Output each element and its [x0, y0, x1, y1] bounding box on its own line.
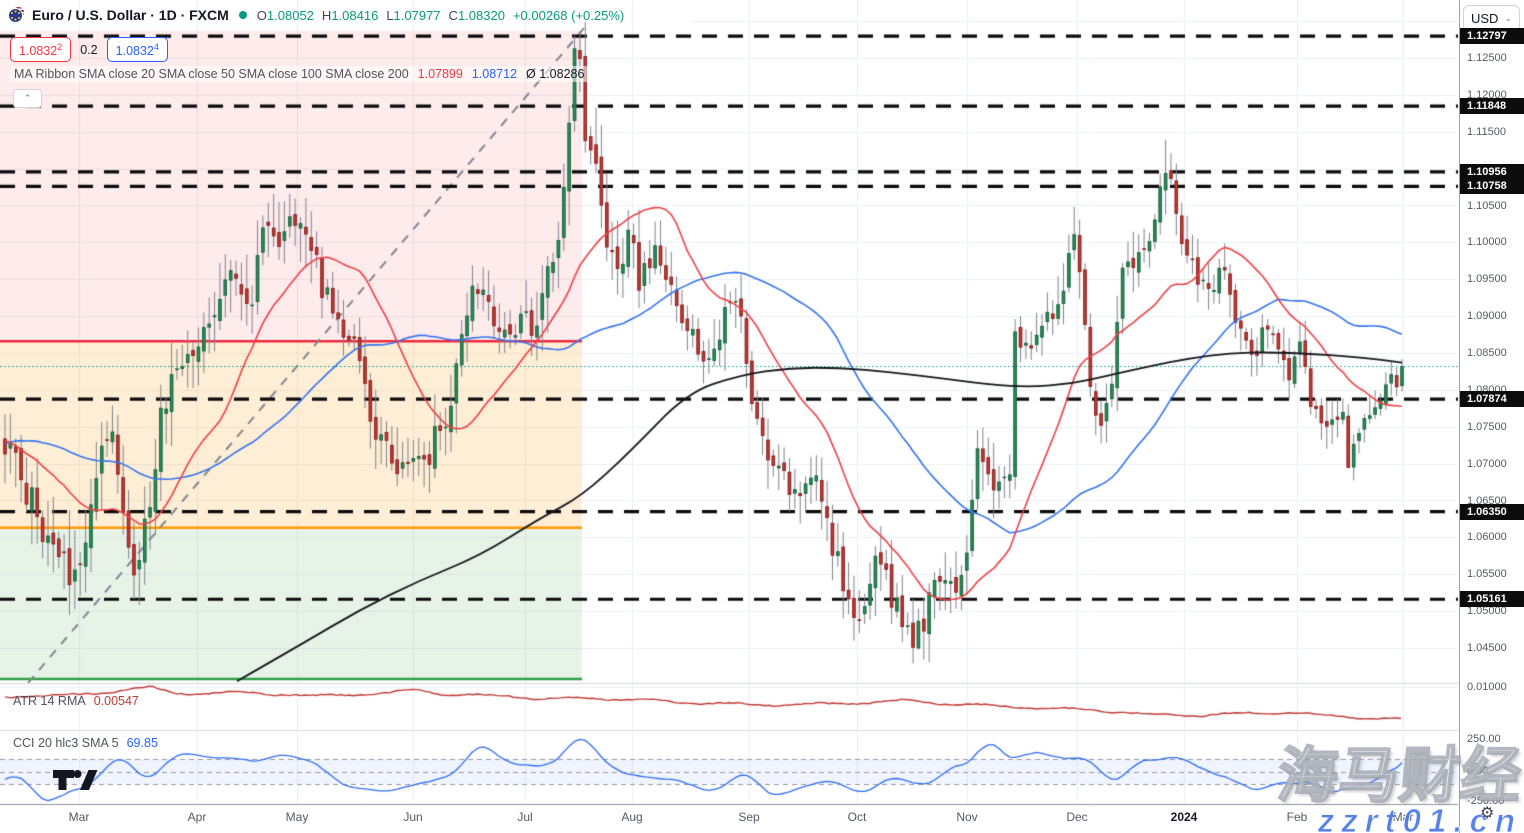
price-tick-label: 1.08500: [1467, 347, 1507, 359]
atr-legend[interactable]: ATR 14 RMA 0.00547: [13, 694, 139, 708]
time-axis-label: Feb: [1286, 810, 1308, 824]
axis-settings-gear-icon[interactable]: ⚙: [1480, 805, 1495, 822]
time-axis-label: Aug: [621, 810, 643, 824]
price-tick-label: 1.06500: [1467, 494, 1507, 507]
price-level-badge: 1.05161: [1460, 591, 1524, 608]
cci-value: 69.85: [126, 736, 158, 750]
time-axis-label: Mar: [1392, 810, 1414, 824]
time-axis-label: Sep: [738, 810, 760, 824]
atr-label: ATR 14 RMA: [13, 694, 86, 708]
price-tick-label: 1.05000: [1467, 605, 1507, 618]
price-level-badge: 1.06350: [1460, 503, 1524, 520]
time-axis-label: Jul: [517, 810, 533, 824]
chevron-down-icon: ⌄: [1504, 13, 1512, 23]
price-tick-label: 1.04500: [1467, 642, 1507, 654]
ribbon-average-value: Ø 1.08286: [526, 67, 585, 81]
bid-price-button[interactable]: 1.08322: [10, 37, 72, 63]
close-value: 1.08320: [457, 7, 505, 23]
price-level-badge: 1.11848: [1460, 98, 1524, 115]
indicator-tick-label: 250.00: [1467, 733, 1501, 745]
price-tick-label: 1.10500: [1467, 199, 1507, 212]
change-value: +0.00268 (+0.25%): [512, 7, 625, 23]
indicator-tick-label: 0.01000: [1467, 681, 1507, 693]
open-value: 1.08052: [266, 7, 314, 23]
spread-value: 0.2: [80, 42, 98, 57]
time-axis-label: Mar: [68, 810, 90, 824]
market-status-dot: [238, 11, 247, 19]
ohlc-values: O1.08052 H1.08416 L1.07977 C1.08320: [256, 7, 505, 23]
time-axis-label: Oct: [847, 810, 867, 824]
indicator-tick-label: 0.00: [1467, 765, 1489, 777]
time-axis-label: 2024: [1170, 810, 1198, 824]
ask-price-button[interactable]: 1.08324: [106, 37, 168, 63]
price-tick-label: 1.05500: [1467, 568, 1507, 581]
price-axis[interactable]: USD ⌄ 1.12500 1.12000 1.11500 1.10500 1.1000…: [1459, 0, 1524, 833]
price-level-badge: 1.10956: [1460, 163, 1524, 180]
price-tick-label: 1.10000: [1467, 236, 1507, 249]
price-tick-label: 1.11500: [1467, 125, 1506, 138]
price-tick-label: 1.09000: [1467, 310, 1507, 323]
price-tick-label: 1.07000: [1467, 457, 1507, 470]
atr-value: 0.00547: [93, 694, 139, 708]
tradingview-logo-icon[interactable]: [53, 769, 99, 796]
price-tick-label: 1.06000: [1467, 531, 1507, 544]
time-axis-label: May: [285, 810, 309, 824]
cci-label: CCI 20 hlc3 SMA 5: [13, 736, 119, 750]
ma-ribbon-legend[interactable]: MA Ribbon SMA close 20 SMA close 50 SMA …: [10, 66, 589, 82]
time-axis-label: Nov: [956, 810, 978, 824]
ma-ribbon-label: MA Ribbon SMA close 20 SMA close 50 SMA …: [14, 67, 409, 81]
chart-header: Euro / U.S. Dollar · 1D · FXCM O1.08052 …: [0, 0, 624, 30]
high-value: 1.08416: [331, 7, 379, 23]
price-level-badge: 1.10758: [1460, 178, 1524, 195]
indicator-tick-label: -250.00: [1467, 795, 1505, 807]
price-level-badge: 1.07874: [1460, 391, 1524, 408]
price-tick-label: 1.12000: [1467, 88, 1507, 101]
sma50-value: 1.08712: [471, 67, 518, 81]
eurusd-pair-icon: [8, 7, 24, 23]
collapse-legend-button[interactable]: ⌃: [13, 89, 42, 108]
time-axis-label: Jun: [403, 810, 423, 824]
currency-dropdown[interactable]: USD ⌄: [1463, 5, 1520, 32]
price-tick-label: 1.12500: [1467, 52, 1507, 64]
time-axis[interactable]: Mar Apr May Jun Jul Aug Sep Oct Nov Dec 2024 Feb Mar: [0, 805, 1458, 833]
time-axis-label: Apr: [187, 810, 207, 824]
sma20-value: 1.07899: [417, 67, 463, 81]
bid-ask-row: 1.08322 0.2 1.08324: [10, 37, 168, 63]
symbol-title[interactable]: Euro / U.S. Dollar · 1D · FXCM: [32, 7, 229, 23]
low-value: 1.07977: [393, 7, 441, 23]
time-axis-label: Dec: [1066, 810, 1088, 824]
price-tick-label: 1.07500: [1467, 420, 1507, 433]
price-tick-label: 1.09500: [1467, 273, 1507, 286]
cci-legend[interactable]: CCI 20 hlc3 SMA 5 69.85: [13, 736, 158, 750]
price-level-badge: 1.12797: [1460, 28, 1524, 45]
